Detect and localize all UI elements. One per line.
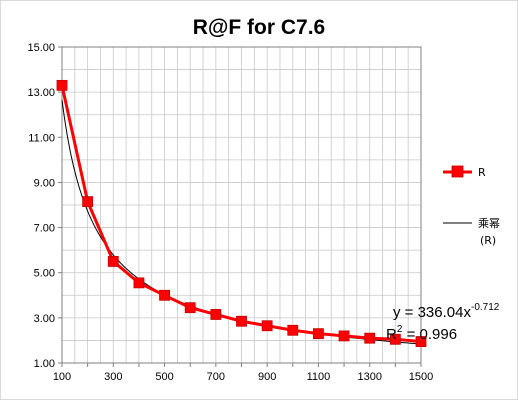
data-point xyxy=(133,277,145,289)
x-tick-label: 300 xyxy=(104,371,122,383)
legend-r-label: R xyxy=(478,166,486,179)
r2-prefix: R xyxy=(386,326,397,343)
x-tick-label: 1500 xyxy=(409,371,433,383)
x-tick-label: 100 xyxy=(53,371,71,383)
data-point xyxy=(236,315,247,327)
trendline-equation: y = 336.04x-0.712 xyxy=(393,302,500,321)
data-point xyxy=(184,302,196,314)
y-tick-labels: 1.00 3.00 5.00 7.00 9.00 11.00 13.00 15.00 xyxy=(27,42,55,370)
trendline-r2: R2 = 0.996 xyxy=(386,324,457,343)
r2-sup: 2 xyxy=(397,324,403,335)
legend-power-label: 乘幂 xyxy=(478,217,500,230)
data-point xyxy=(338,330,350,342)
legend-r-marker xyxy=(451,165,464,178)
x-tick-label: 700 xyxy=(207,371,225,383)
y-tick-label: 15.00 xyxy=(27,42,55,54)
data-point xyxy=(159,289,170,301)
y-tick-label: 9.00 xyxy=(34,177,55,189)
data-point xyxy=(313,328,324,340)
equation-prefix: y = 336.04x xyxy=(393,304,471,321)
data-point xyxy=(364,332,376,344)
x-tick-labels: 100 300 500 700 900 1100 1300 1500 xyxy=(53,371,433,383)
data-point xyxy=(82,196,94,208)
x-tick-label: 900 xyxy=(258,371,276,383)
data-point xyxy=(261,320,273,332)
data-point xyxy=(210,309,222,320)
data-point xyxy=(287,324,299,336)
data-point xyxy=(389,333,401,345)
grid xyxy=(61,46,422,364)
x-tick-label: 1300 xyxy=(357,371,381,383)
y-tick-label: 11.00 xyxy=(28,132,55,144)
r2-suffix: = 0.996 xyxy=(402,326,457,343)
trendline-annotation: y = 336.04x-0.712 R2 = 0.996 xyxy=(386,302,500,343)
axes xyxy=(58,46,422,367)
data-point xyxy=(107,256,119,267)
series-r xyxy=(56,79,427,347)
legend: R 乘幂 (R) xyxy=(443,165,500,247)
y-tick-label: 5.00 xyxy=(34,268,55,280)
data-point xyxy=(56,79,68,91)
y-tick-label: 13.00 xyxy=(27,87,55,99)
x-tick-label: 500 xyxy=(155,371,173,383)
x-tick-label: 1100 xyxy=(307,371,331,383)
data-point xyxy=(415,336,427,347)
chart-title: R@F for C7.6 xyxy=(193,16,326,39)
legend-power-sublabel: (R) xyxy=(480,234,496,247)
y-tick-label: 3.00 xyxy=(34,313,55,325)
y-tick-label: 7.00 xyxy=(34,223,55,235)
y-tick-label: 1.00 xyxy=(34,358,55,370)
equation-exponent: -0.712 xyxy=(471,302,500,313)
